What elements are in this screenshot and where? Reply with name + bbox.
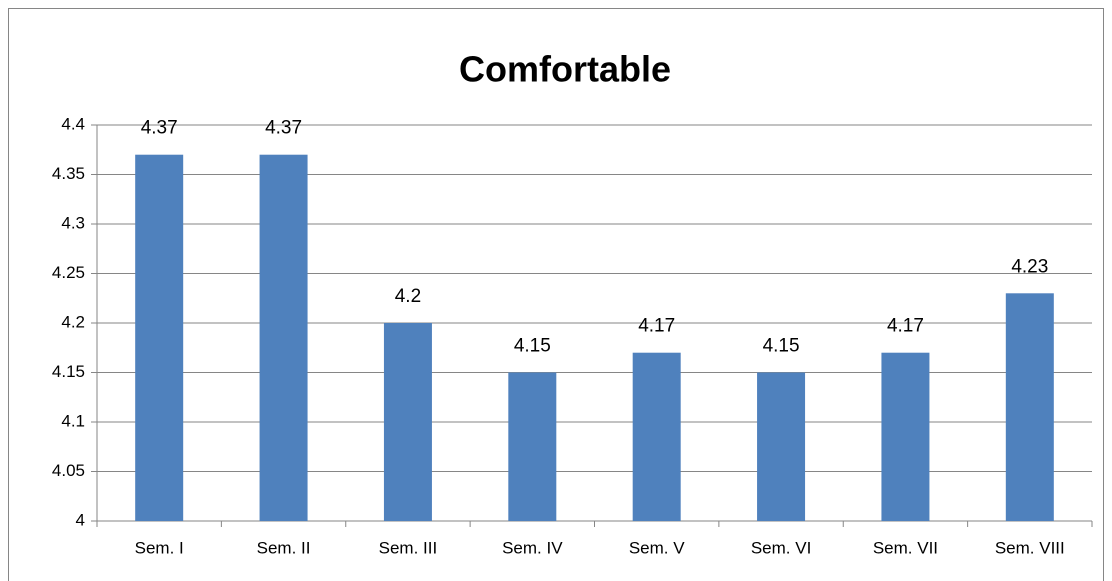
data-label: 4.17: [638, 316, 675, 337]
data-label: 4.23: [1011, 256, 1048, 277]
y-tick-label: 4.3: [61, 213, 85, 232]
x-tick-label: Sem. VII: [873, 538, 938, 557]
chart-title: Comfortable: [459, 49, 671, 90]
bar: [508, 372, 557, 521]
data-label: 4.15: [763, 336, 800, 357]
data-label: 4.15: [514, 336, 551, 357]
bar: [259, 154, 308, 521]
bar: [881, 352, 930, 521]
x-tick-label: Sem. III: [379, 538, 438, 557]
bar: [383, 323, 432, 521]
data-label: 4.37: [265, 118, 302, 139]
y-tick-label: 4.05: [52, 461, 85, 480]
x-tick-label: Sem. II: [257, 538, 311, 557]
x-tick-label: Sem. I: [135, 538, 184, 557]
x-tick-label: Sem. IV: [502, 538, 563, 557]
y-tick-label: 4.15: [52, 362, 85, 381]
data-label: 4.2: [395, 286, 421, 307]
x-tick-label: Sem. VI: [751, 538, 811, 557]
y-tick-label: 4: [76, 510, 85, 529]
bar: [135, 154, 184, 521]
y-tick-label: 4.1: [61, 411, 85, 430]
bar: [757, 372, 806, 521]
x-tick-label: Sem. VIII: [995, 538, 1065, 557]
y-tick-label: 4.25: [52, 263, 85, 282]
y-tick-label: 4.35: [52, 164, 85, 183]
data-label: 4.17: [887, 316, 924, 337]
y-tick-label: 4.2: [61, 312, 85, 331]
y-tick-label: 4.4: [61, 114, 85, 133]
bar: [632, 352, 681, 521]
data-label: 4.37: [141, 118, 178, 139]
x-tick-label: Sem. V: [629, 538, 685, 557]
bar: [1005, 293, 1054, 521]
